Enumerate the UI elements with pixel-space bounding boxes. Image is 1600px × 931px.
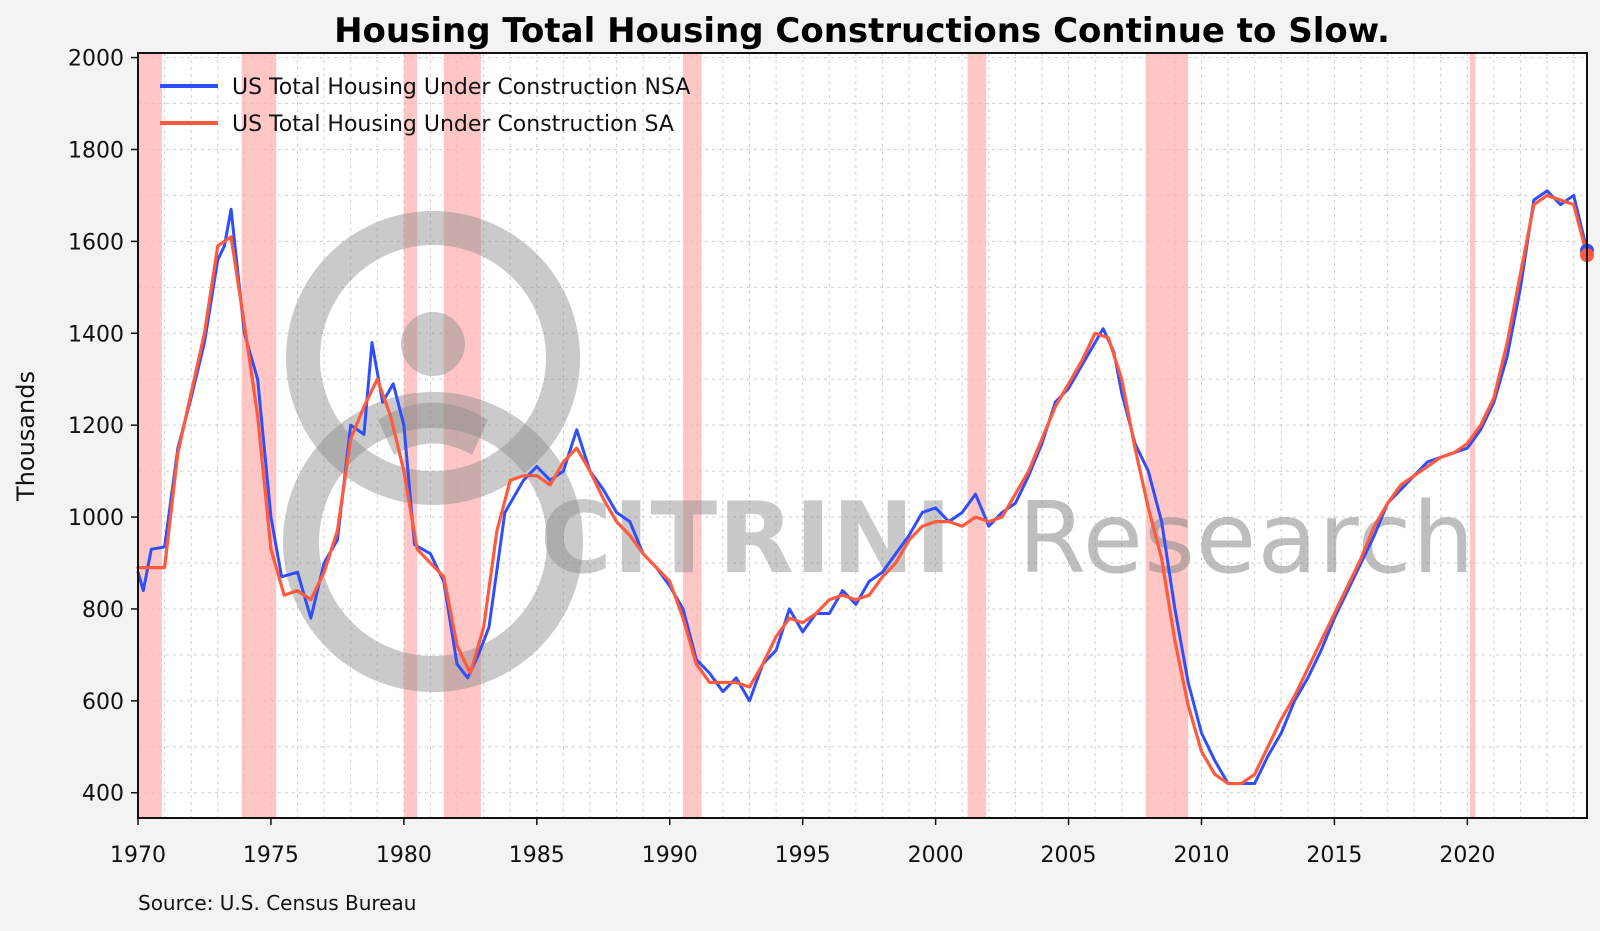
recession-band	[403, 53, 418, 818]
y-axis-ticks: 400 600 800 1000 1200 1400 1600 1800 2000	[68, 47, 138, 807]
recession-band	[1145, 53, 1189, 818]
series-line-sa	[136, 193, 1589, 786]
plot-background	[138, 53, 1587, 818]
legend-label-sa: US Total Housing Under Construction SA	[232, 112, 674, 137]
x-tick-label: 1980	[376, 843, 432, 868]
x-tick-label: 1985	[509, 843, 565, 868]
source-note: Source: U.S. Census Bureau	[138, 891, 416, 915]
watermark-bottom-ring	[283, 392, 583, 692]
x-tick-label: 1975	[243, 843, 299, 868]
legend-label-nsa: US Total Housing Under Construction NSA	[232, 75, 690, 100]
y-tick-label: 1200	[68, 414, 124, 439]
x-tick-label: 2005	[1041, 843, 1097, 868]
plot-area: CITRINI Research	[136, 52, 1594, 819]
y-tick-label: 1600	[68, 230, 124, 255]
y-axis-label: Thousands	[12, 371, 40, 502]
y-tick-label: 400	[82, 782, 124, 807]
chart-title: Housing Total Housing Constructions Cont…	[334, 11, 1390, 51]
x-tick-label: 1970	[110, 843, 166, 868]
x-axis-ticks: 1970 1975 1980 1985 1990 1995 2000 2005 2010 2015…	[110, 818, 1495, 868]
recession-band	[967, 53, 987, 818]
y-tick-label: 1000	[68, 506, 124, 531]
recession-band	[683, 53, 702, 818]
recession-band	[443, 53, 481, 818]
y-tick-label: 1800	[68, 138, 124, 163]
x-tick-label: 2020	[1439, 843, 1495, 868]
recession-band	[138, 53, 162, 818]
watermark-head	[401, 312, 465, 376]
watermark-ring	[286, 211, 580, 505]
y-tick-label: 1400	[68, 322, 124, 347]
x-tick-label: 1990	[642, 843, 698, 868]
y-tick-label: 800	[82, 598, 124, 623]
series-lines	[136, 189, 1589, 786]
x-tick-label: 2010	[1173, 843, 1229, 868]
grid-lines	[137, 53, 1587, 818]
watermark-light-text: Research	[1018, 482, 1476, 596]
x-tick-label: 1995	[775, 843, 831, 868]
y-tick-label: 2000	[68, 47, 124, 72]
plot-frame	[137, 52, 1588, 819]
y-tick-label: 600	[82, 690, 124, 715]
legend: US Total Housing Under Construction NSA …	[160, 75, 690, 137]
x-tick-label: 2015	[1306, 843, 1362, 868]
x-tick-label: 2000	[908, 843, 964, 868]
